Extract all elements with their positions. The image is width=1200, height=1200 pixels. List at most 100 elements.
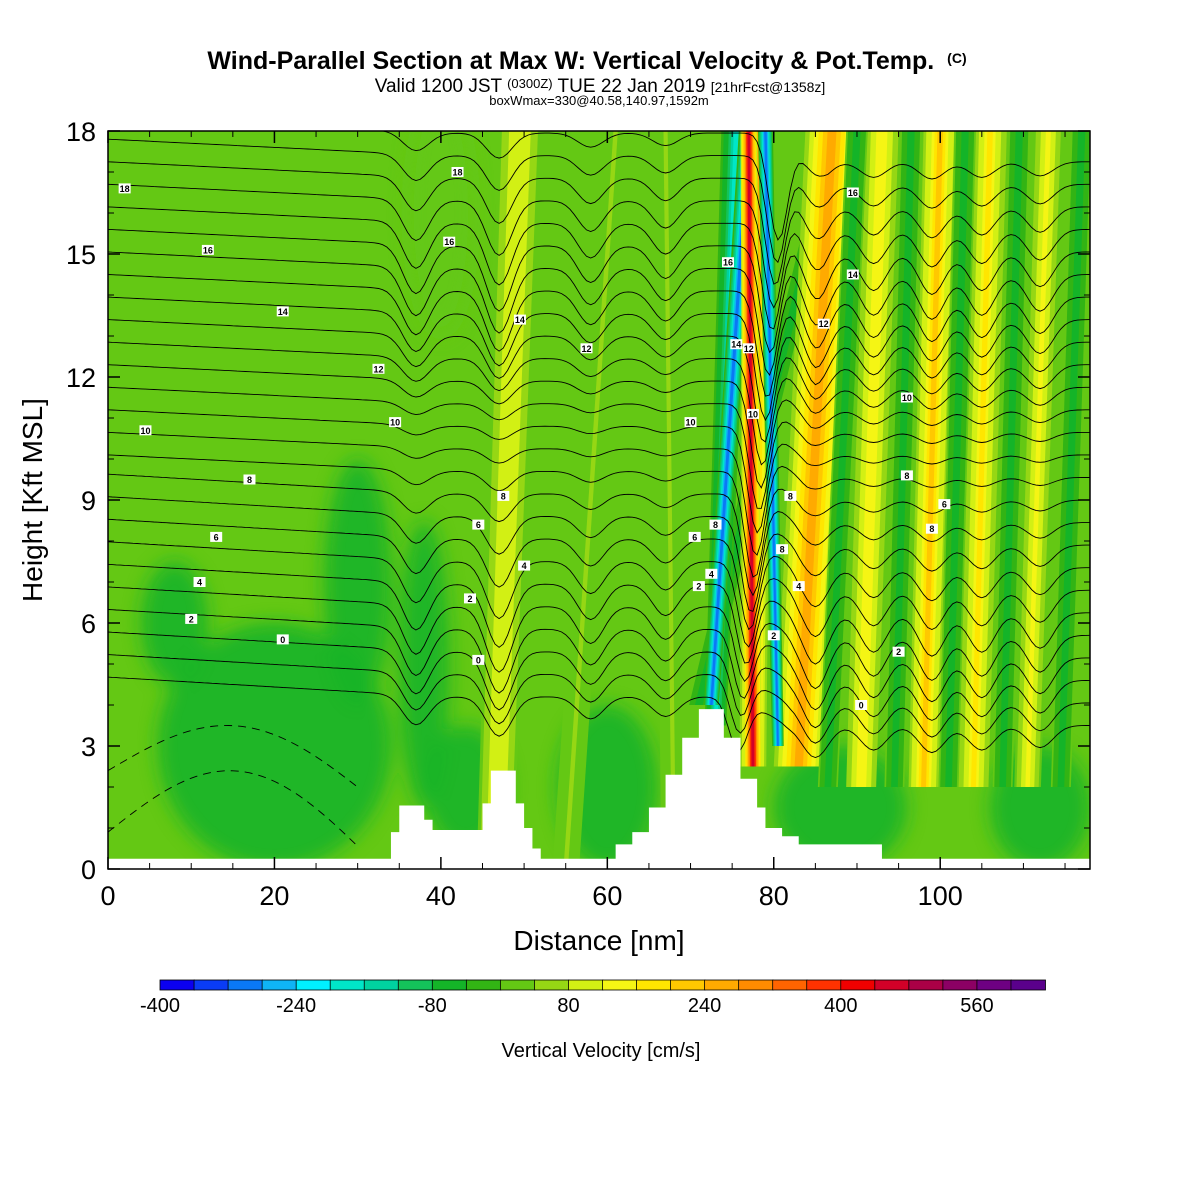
velocity-band [764, 131, 779, 746]
svg-text:14: 14 [515, 315, 525, 325]
isentrope-label: 10 [684, 417, 697, 428]
velocity-band [858, 131, 885, 787]
isentropes [108, 131, 1090, 847]
isentrope-dashed [108, 725, 358, 788]
isentrope-line [108, 161, 1090, 285]
copyright-mark: (C) [947, 50, 966, 66]
isentrope-line [108, 586, 1090, 690]
colorbar-swatch [159, 979, 195, 991]
isentrope-label: 6 [472, 519, 485, 530]
colorbar-tick-label: 80 [557, 995, 579, 1017]
isentrope-label: 14 [846, 269, 859, 280]
isentrope-label: 4 [792, 581, 805, 592]
velocity-band [710, 131, 751, 705]
isentrope-line [108, 206, 1090, 330]
isentrope-label: 16 [721, 257, 734, 268]
svg-text:8: 8 [788, 491, 793, 501]
svg-text:14: 14 [848, 270, 858, 280]
chart-subtitle-box-wmax: boxWmax=330@40.58,140.97,1592m [489, 93, 709, 108]
isentrope-label: 12 [580, 343, 593, 354]
isentrope-label: 12 [372, 363, 385, 374]
colorbar-tick-label: 560 [960, 995, 993, 1017]
isentrope-line [108, 228, 1090, 354]
svg-text:12: 12 [373, 364, 383, 374]
isentrope-label: 16 [201, 244, 214, 255]
isentrope-label: 4 [705, 568, 718, 579]
isentrope-label: 10 [139, 425, 152, 436]
colorbar-swatch [636, 979, 672, 991]
isentrope-line [108, 676, 1090, 758]
colorbar-swatch [602, 979, 638, 991]
isentrope-line [108, 473, 1090, 597]
colorbar-swatch [874, 979, 910, 991]
svg-text:2: 2 [468, 594, 473, 604]
svg-text:16: 16 [848, 188, 858, 198]
svg-text:4: 4 [522, 561, 527, 571]
chart-subtitle-valid-time: Valid 1200 JST (0300Z) TUE 22 Jan 2019 [… [375, 72, 826, 97]
svg-text:16: 16 [203, 245, 213, 255]
velocity-field-blobs [141, 131, 1090, 869]
y-tick-label: 9 [81, 486, 96, 516]
isentrope-label: 18 [451, 167, 464, 178]
isentrope-label: 8 [925, 523, 938, 534]
isentrope-label: 16 [443, 236, 456, 247]
colorbar-swatch [261, 979, 298, 991]
isentrope-label: 14 [730, 339, 743, 350]
x-tick-label: 40 [426, 881, 456, 911]
colorbar: -400 -240 -80 80 240 400 560 [140, 979, 1046, 1017]
velocity-band [1025, 131, 1051, 787]
isentrope-line [108, 364, 1090, 489]
isentrope-line [108, 454, 1090, 578]
svg-text:2: 2 [696, 582, 701, 592]
isentrope-label: 8 [709, 519, 722, 530]
isentrope-label: 8 [784, 490, 797, 501]
svg-text:10: 10 [390, 418, 400, 428]
isentrope-label: 4 [518, 560, 531, 571]
svg-text:12: 12 [582, 344, 592, 354]
isentrope-line [108, 274, 1090, 397]
svg-text:6: 6 [476, 520, 481, 530]
x-tick-label: 0 [100, 881, 115, 911]
isentrope-label: 8 [243, 474, 256, 485]
colorbar-swatch [465, 979, 502, 991]
isentrope-label: 6 [210, 531, 223, 542]
x-tick-label: 60 [592, 881, 622, 911]
colorbar-swatch [840, 979, 876, 991]
isentrope-dashed [108, 770, 358, 847]
isentrope-line [108, 251, 1090, 376]
velocity-blob [399, 520, 450, 808]
colorbar-swatch [227, 979, 264, 991]
isentrope-line [108, 609, 1090, 711]
isentrope-label: 2 [892, 646, 905, 657]
svg-text:8: 8 [501, 491, 506, 501]
isentrope-label: 10 [900, 392, 913, 403]
isentrope-label: 16 [846, 187, 859, 198]
x-axis: 0 20 40 60 80 100 [100, 131, 1066, 911]
svg-text:4: 4 [796, 582, 801, 592]
isentrope-label: 0 [276, 634, 289, 645]
y-tick-label: 12 [66, 363, 96, 393]
colorbar-swatch [193, 979, 229, 991]
isentrope-label: 2 [185, 613, 198, 624]
y-tick-label: 15 [66, 240, 96, 270]
isentrope-line [108, 409, 1090, 534]
velocity-band [663, 131, 676, 869]
svg-text:8: 8 [713, 520, 718, 530]
svg-text:0: 0 [859, 701, 864, 711]
colorbar-tick-label: -240 [276, 995, 316, 1017]
x-axis-label: Distance [nm] [513, 925, 684, 956]
isentrope-line [108, 654, 1090, 744]
isentrope-label: 2 [767, 630, 780, 641]
isentrope-label: 14 [276, 306, 289, 317]
isentrope-line [108, 431, 1090, 556]
colorbar-swatch [499, 979, 536, 991]
svg-text:8: 8 [904, 471, 909, 481]
svg-text:16: 16 [444, 237, 454, 247]
svg-text:6: 6 [692, 532, 697, 542]
velocity-band [563, 131, 618, 869]
svg-text:2: 2 [771, 631, 776, 641]
isentrope-line [380, 131, 1090, 241]
svg-text:10: 10 [902, 393, 912, 403]
colorbar-swatch [704, 979, 740, 991]
